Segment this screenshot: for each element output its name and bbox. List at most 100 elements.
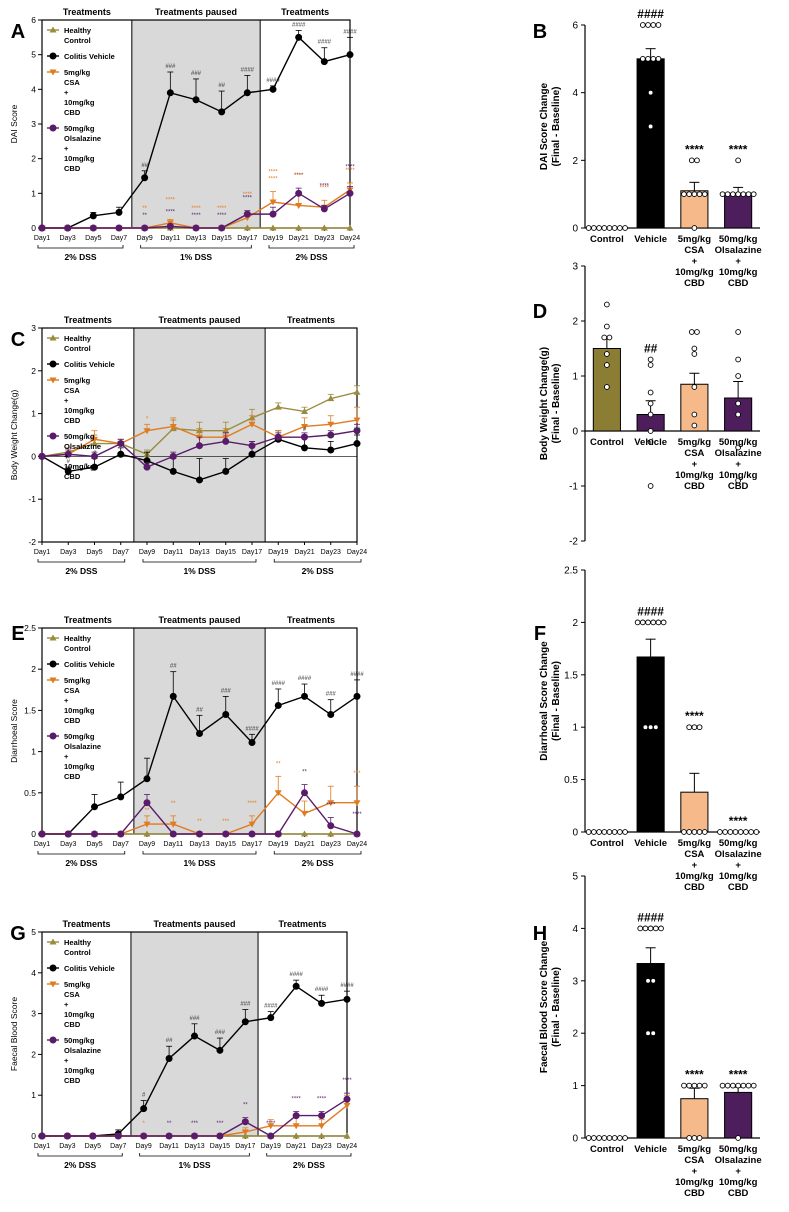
- significance-label: ****: [685, 1068, 704, 1082]
- data-point: [596, 829, 602, 835]
- x-tick-label: Day13: [189, 841, 209, 848]
- data-point: [117, 793, 125, 801]
- legend-label: 10mg/kg: [64, 1010, 95, 1019]
- data-point: [248, 442, 256, 450]
- category-label: CBD: [684, 1188, 705, 1199]
- dss-label: 1% DSS: [183, 566, 215, 576]
- panel-B: B 0 2 4 6 DAI Score Change (Final - Baseline) C…: [533, 7, 762, 289]
- data-point: [655, 55, 662, 62]
- data-point: [320, 58, 328, 66]
- x-tick-label: Day11: [163, 841, 183, 848]
- data-point: [688, 157, 695, 164]
- significance-mark: ****: [166, 210, 176, 216]
- phase-label: Treatments: [64, 615, 112, 625]
- category-label: +: [692, 459, 698, 470]
- x-tick-label: Day5: [86, 549, 102, 556]
- legend-marker: [49, 677, 57, 684]
- x-tick-label: Day24: [347, 841, 367, 848]
- data-point: [622, 225, 628, 231]
- significance-mark: ****: [345, 168, 355, 174]
- y-axis-label: Faecal Blood Score Change: [539, 940, 550, 1073]
- data-point: [343, 1102, 351, 1109]
- data-point: [604, 362, 610, 368]
- significance-mark: ####: [264, 1004, 278, 1010]
- data-point: [222, 467, 230, 475]
- legend-label: CSA: [64, 78, 80, 87]
- data-point: [346, 51, 354, 59]
- data-point: [64, 830, 72, 838]
- x-tick-label: Day13: [184, 1143, 204, 1150]
- category-label: 10mg/kg: [719, 470, 758, 481]
- y-tick-label: 1: [572, 723, 578, 734]
- data-point: [735, 329, 741, 335]
- x-tick-label: Day1: [34, 1143, 50, 1150]
- legend-label: CBD: [64, 472, 81, 481]
- x-tick-label: Day21: [294, 549, 314, 556]
- data-point: [292, 1123, 300, 1130]
- category-label: +: [735, 860, 741, 871]
- data-point: [166, 222, 174, 230]
- y-tick-label: -2: [28, 537, 36, 547]
- data-point: [681, 829, 687, 835]
- data-point: [735, 1135, 741, 1141]
- category-label: CSA: [684, 245, 704, 256]
- data-point: [727, 829, 734, 835]
- significance-label: ####: [637, 7, 664, 21]
- data-point: [301, 830, 308, 837]
- x-tick-label: Day7: [113, 841, 129, 848]
- data-point: [735, 191, 741, 198]
- significance-mark: ****: [266, 1121, 276, 1127]
- phase-label: Treatments paused: [158, 615, 240, 625]
- significance-mark: #: [142, 1093, 146, 1099]
- data-point: [606, 1135, 613, 1141]
- legend-label: CBD: [64, 772, 81, 781]
- category-label: CBD: [728, 1188, 749, 1199]
- legend-label: +: [64, 144, 69, 153]
- category-label: Control: [590, 234, 624, 245]
- panel-letter: A: [11, 21, 25, 43]
- data-point: [650, 977, 657, 984]
- x-tick-label: Day19: [261, 1143, 281, 1150]
- data-point: [647, 411, 654, 418]
- legend-label: +: [64, 1056, 69, 1065]
- legend-marker: [49, 981, 57, 988]
- y-tick-label: 5: [572, 872, 578, 883]
- data-point: [91, 436, 98, 443]
- category-label: CBD: [728, 278, 749, 289]
- significance-mark: ##: [218, 83, 225, 89]
- significance-mark: **: [302, 770, 307, 776]
- data-point: [655, 22, 662, 28]
- significance-label: ****: [729, 814, 748, 828]
- data-point: [192, 96, 200, 104]
- y-tick-label: 4: [572, 924, 578, 935]
- phase-label: Treatments paused: [158, 315, 240, 325]
- data-point: [295, 224, 303, 231]
- y-tick-label: 2: [31, 664, 36, 674]
- significance-label: ####: [637, 910, 664, 924]
- panel-letter: E: [11, 623, 24, 645]
- category-label: 50mg/kg: [719, 234, 758, 245]
- data-point: [735, 1082, 741, 1089]
- significance-mark: ***: [353, 771, 361, 777]
- x-tick-label: Day5: [85, 1143, 101, 1150]
- data-point: [647, 400, 654, 407]
- data-point: [327, 711, 335, 719]
- bar: [680, 1098, 709, 1139]
- data-point: [166, 89, 174, 97]
- data-point: [647, 439, 654, 445]
- data-point: [606, 829, 613, 835]
- panel-H: H 0 1 2 3 4 5 Faecal Blood Score Change (Final -…: [533, 872, 762, 1200]
- dss-bracket: [139, 1153, 250, 1157]
- y-axis-label: Diarrhoeal Score: [9, 699, 19, 763]
- x-tick-label: Day3: [60, 841, 76, 848]
- x-tick-label: Day9: [136, 235, 152, 242]
- data-point: [622, 1135, 628, 1141]
- x-tick-label: Day17: [235, 1143, 255, 1150]
- significance-mark: ****: [320, 185, 330, 191]
- data-point: [343, 1132, 351, 1139]
- series-50mg/kg: [38, 423, 361, 471]
- data-point: [274, 830, 282, 838]
- legend-label: +: [64, 696, 69, 705]
